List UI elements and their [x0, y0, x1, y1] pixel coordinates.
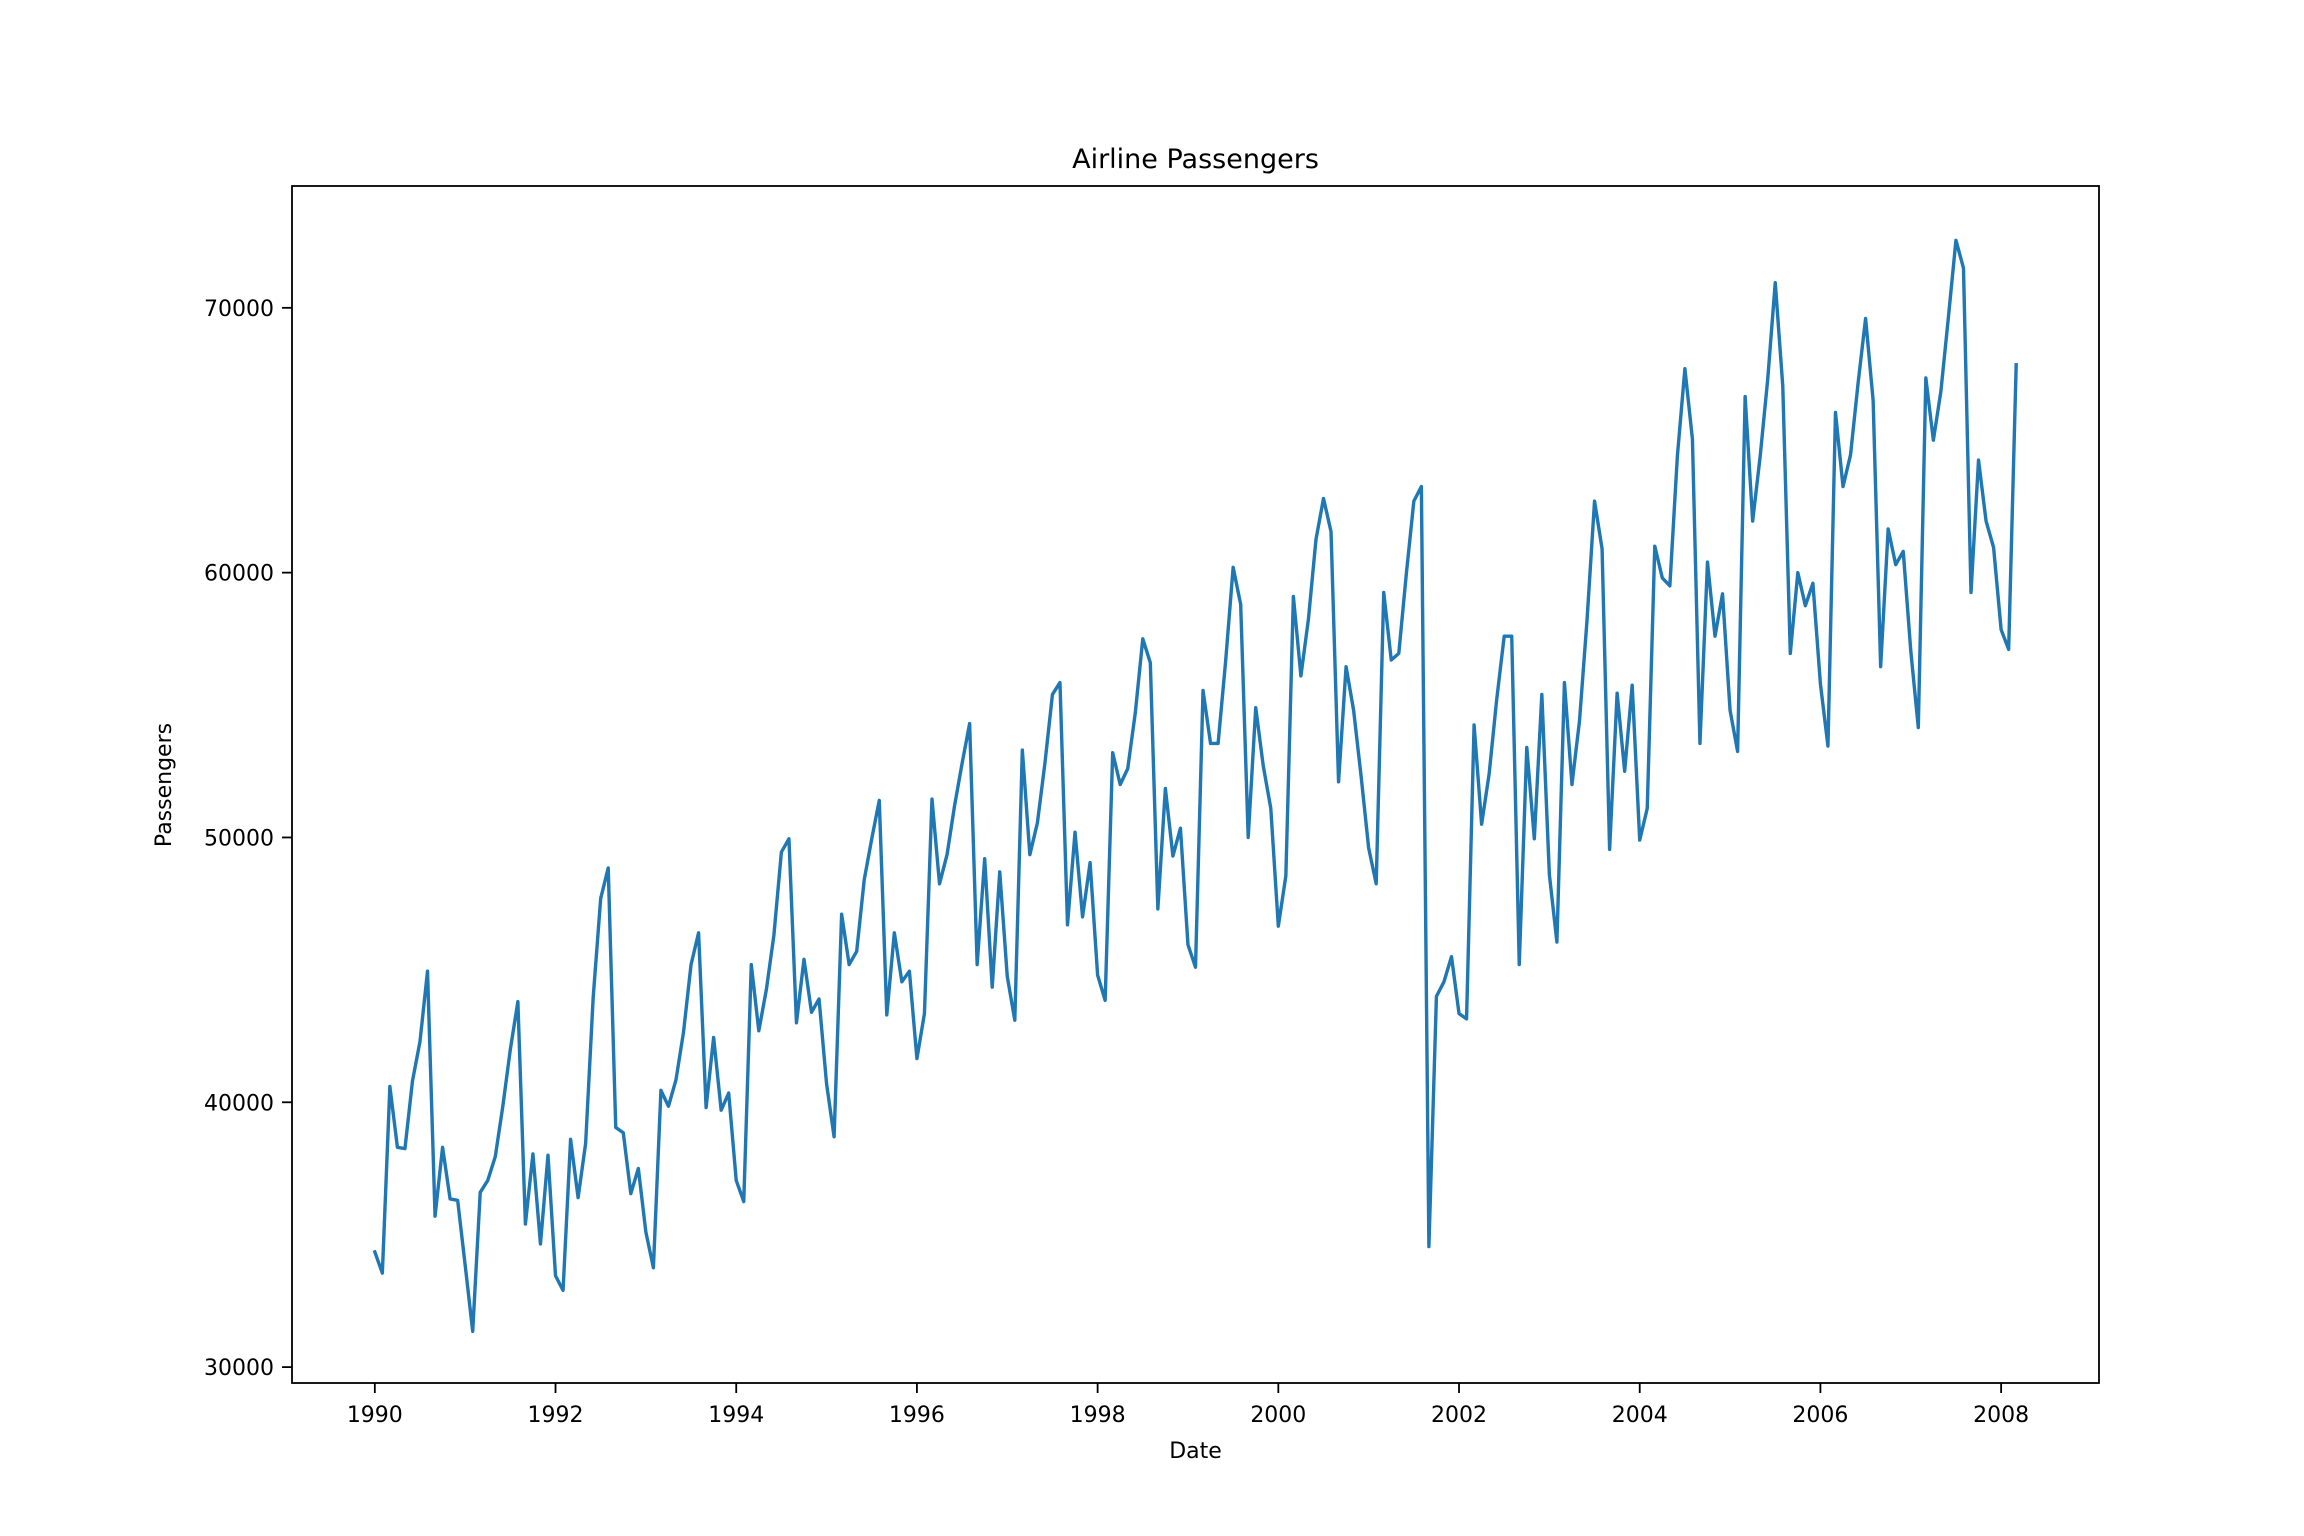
x-axis-ticks: 1990 1992 1994 1996 1998 2000 2002 2004 2006 2008	[347, 1383, 2029, 1428]
y-tick-label: 60000	[204, 562, 274, 587]
plot-frame	[291, 185, 2100, 1384]
x-tick-label: 2000	[1250, 1403, 1306, 1428]
y-tick-label: 40000	[204, 1091, 274, 1116]
y-axis-label: Passengers	[152, 723, 177, 847]
x-tick-label: 1998	[1070, 1403, 1126, 1428]
x-tick-label: 2008	[1973, 1403, 2029, 1428]
x-axis-label: Date	[1169, 1439, 1222, 1464]
x-tick-label: 1992	[528, 1403, 584, 1428]
x-tick-label: 2002	[1431, 1403, 1487, 1428]
y-tick-label: 30000	[204, 1356, 274, 1381]
y-axis-ticks: 30000 40000 50000 60000 70000	[204, 297, 292, 1381]
x-tick-label: 1994	[708, 1403, 764, 1428]
x-tick-label: 1990	[347, 1403, 403, 1428]
series-line	[372, 238, 2018, 1334]
chart-title: Airline Passengers	[1072, 144, 1319, 175]
x-tick-label: 2004	[1612, 1403, 1668, 1428]
y-tick-label: 70000	[204, 297, 274, 322]
x-tick-label: 1996	[889, 1403, 945, 1428]
x-tick-label: 2006	[1792, 1403, 1848, 1428]
y-tick-label: 50000	[204, 826, 274, 851]
